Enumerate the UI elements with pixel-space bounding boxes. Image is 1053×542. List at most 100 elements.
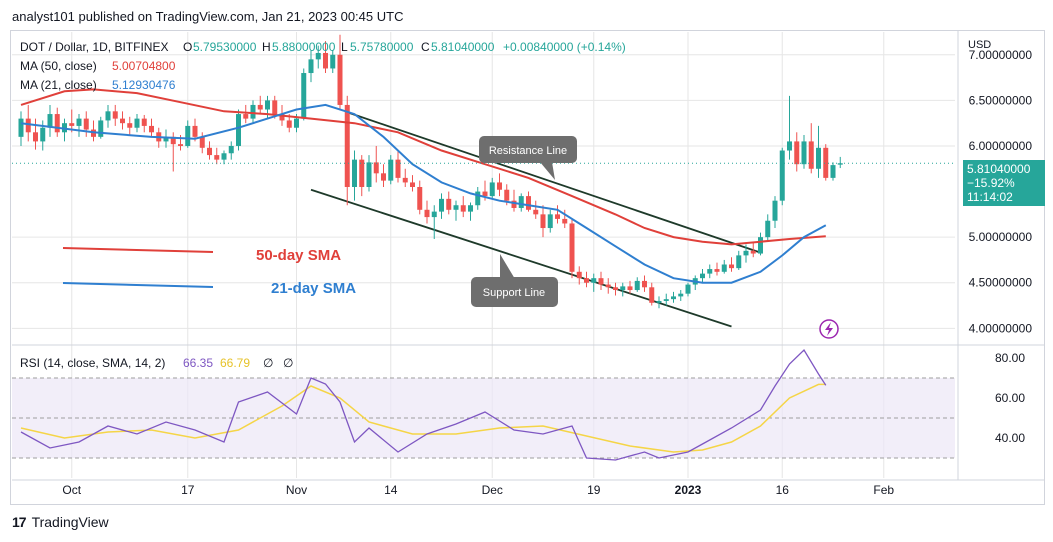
candle-body bbox=[344, 104, 350, 187]
candle-body bbox=[736, 255, 742, 269]
candle-body bbox=[214, 155, 220, 160]
rsi-tick-label: 40.00 bbox=[995, 431, 1025, 445]
candle-body bbox=[236, 114, 241, 146]
candle-body bbox=[98, 120, 104, 137]
high-value: 5.88000000 bbox=[272, 40, 336, 54]
candle-body bbox=[685, 284, 691, 294]
candle-body bbox=[743, 250, 749, 256]
candle-body bbox=[163, 136, 169, 142]
candle-body bbox=[286, 120, 292, 128]
ma21-line bbox=[20, 103, 827, 284]
candle-body bbox=[497, 182, 502, 190]
candle-body bbox=[627, 286, 633, 291]
ma50-legend-label: MA (50, close) bbox=[20, 59, 97, 73]
candle-body bbox=[547, 214, 553, 229]
lightning-icon[interactable] bbox=[819, 319, 839, 339]
candle-body bbox=[526, 196, 531, 210]
candle-body bbox=[642, 280, 647, 288]
candle-body bbox=[228, 145, 234, 154]
candle-body bbox=[359, 159, 365, 187]
candle-body bbox=[265, 100, 270, 110]
ma21-legend-value: 5.12930476 bbox=[112, 78, 176, 92]
candle-body bbox=[598, 278, 604, 285]
candle-body bbox=[141, 118, 147, 126]
rsi-legend-label: RSI (14, close, SMA, 14, 2) bbox=[20, 356, 165, 370]
bar-countdown: 11:14:02 bbox=[967, 190, 1013, 204]
candle-body bbox=[308, 59, 314, 74]
candle-body bbox=[634, 280, 640, 291]
candle-body bbox=[301, 73, 307, 119]
candle-body bbox=[18, 118, 24, 137]
candle-body bbox=[700, 273, 705, 279]
candle-body bbox=[663, 299, 669, 301]
candle-body bbox=[439, 198, 444, 212]
candle-body bbox=[555, 214, 560, 219]
candle-body bbox=[294, 118, 299, 128]
candle-body bbox=[243, 114, 249, 119]
candle-body bbox=[489, 182, 495, 197]
sma21-annotation-line bbox=[62, 282, 214, 288]
tradingview-logo[interactable]: 17 TradingView bbox=[12, 514, 109, 530]
close-label: C bbox=[421, 40, 430, 54]
last-price-tag: 5.81040000 −15.92% 11:14:02 bbox=[963, 160, 1045, 206]
time-tick-label: 2023 bbox=[675, 483, 702, 497]
candle-body bbox=[431, 211, 437, 218]
candle-body bbox=[149, 125, 154, 133]
candle-body bbox=[134, 118, 140, 128]
sma50-annotation-label: 50-day SMA bbox=[256, 247, 341, 264]
candle-body bbox=[591, 278, 597, 283]
time-tick-label: 16 bbox=[776, 483, 790, 497]
candle-body bbox=[750, 250, 756, 254]
candle-body bbox=[801, 141, 807, 165]
candle-body bbox=[823, 147, 829, 178]
time-axis: Oct 17 Nov 14 Dec 19 2023 16 Feb bbox=[62, 483, 894, 497]
candle-body bbox=[569, 223, 575, 272]
resistance-callout: Resistance Line bbox=[479, 136, 577, 180]
candle-body bbox=[337, 54, 343, 105]
low-value: 5.75780000 bbox=[350, 40, 414, 54]
candle-body bbox=[221, 153, 227, 160]
candles bbox=[18, 34, 843, 309]
candle-body bbox=[279, 114, 285, 121]
candle-body bbox=[562, 218, 568, 224]
candle-body bbox=[678, 293, 684, 297]
candle-body bbox=[105, 111, 111, 121]
support-callout-text: Support Line bbox=[483, 287, 545, 299]
publish-header: analyst101 published on TradingView.com,… bbox=[12, 9, 404, 24]
rsi-lines bbox=[20, 348, 827, 461]
price-tick-label: 4.00000000 bbox=[969, 321, 1033, 335]
rsi-sma-legend-value: 66.79 bbox=[220, 356, 250, 370]
candle-body bbox=[83, 118, 89, 130]
rsi-line bbox=[20, 348, 827, 461]
moving-averages bbox=[12, 88, 955, 284]
price-axis: 7.00000000 6.50000000 6.00000000 5.00000000… bbox=[968, 39, 1032, 335]
candle-body bbox=[112, 111, 118, 119]
candle-body bbox=[511, 200, 517, 208]
candle-body bbox=[605, 284, 611, 288]
candle-body bbox=[33, 132, 38, 142]
rsi-band bbox=[12, 377, 955, 459]
candle-body bbox=[772, 200, 778, 221]
candle-body bbox=[185, 125, 191, 146]
candle-body bbox=[402, 177, 408, 183]
ma21-legend-label: MA (21, close) bbox=[20, 78, 97, 92]
candle-body bbox=[192, 125, 198, 137]
candle-body bbox=[446, 198, 452, 210]
candle-body bbox=[649, 287, 655, 303]
candle-body bbox=[373, 162, 379, 174]
candle-body bbox=[620, 286, 626, 291]
close-value: 5.81040000 bbox=[431, 40, 495, 54]
candle-body bbox=[250, 104, 256, 119]
rsi-axis: 80.00 60.00 40.00 bbox=[995, 351, 1025, 445]
candle-body bbox=[178, 144, 183, 146]
candle-body bbox=[272, 100, 278, 115]
time-tick-label: 17 bbox=[181, 483, 195, 497]
rsi-legend-value: 66.35 bbox=[183, 356, 213, 370]
candle-body bbox=[482, 191, 488, 197]
candle-body bbox=[25, 118, 31, 133]
price-tick-label: 7.00000000 bbox=[969, 48, 1033, 62]
rsi-sma-line bbox=[20, 383, 826, 453]
open-value: 5.79530000 bbox=[193, 40, 257, 54]
time-tick-label: 19 bbox=[587, 483, 601, 497]
